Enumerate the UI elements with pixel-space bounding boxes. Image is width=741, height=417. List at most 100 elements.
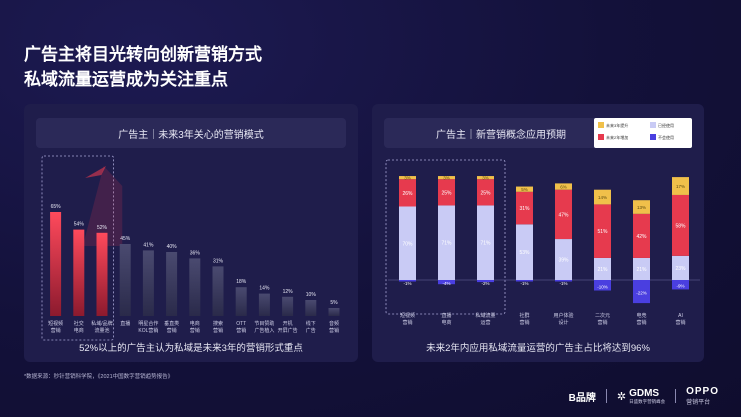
bar-segment-used [633, 257, 650, 280]
trend-arrow-head [85, 166, 106, 178]
increase-value-label: 25% [480, 190, 491, 196]
never-value-label: -4% [442, 281, 450, 286]
bar [212, 266, 224, 316]
bar-segment-used [438, 205, 455, 280]
category-label: 营销 [636, 319, 646, 326]
category-label: 短视频 [400, 312, 415, 319]
brand-divider [675, 389, 677, 403]
category-label: 营销 [597, 319, 607, 326]
rise-value-label: 3% [482, 176, 489, 181]
category-label: KOL营销 [138, 327, 158, 334]
bar-segment-increase [516, 191, 533, 225]
category-label: 广告 [306, 327, 316, 334]
bar-segment-increase [633, 213, 650, 258]
bar-value-label: 36% [190, 250, 201, 256]
category-label: 电商 [441, 319, 451, 326]
increase-value-label: 58% [675, 223, 686, 229]
bar-segment-never [399, 280, 416, 282]
used-value-label: 70% [402, 241, 413, 247]
bar-segment-used [672, 255, 689, 280]
never-value-label: -9% [676, 284, 684, 289]
bar [96, 232, 108, 316]
highlight-box [41, 155, 114, 341]
bar-segment-rise [438, 176, 455, 180]
bar-segment-used [594, 257, 611, 280]
bar-segment-rise [594, 189, 611, 205]
category-label: 开屏广告 [278, 327, 298, 334]
category-label: 短视频 [48, 320, 63, 327]
category-label: 电竞 [636, 312, 646, 319]
never-value-label: -1% [403, 281, 411, 286]
never-value-label: -10% [597, 284, 608, 289]
category-label: 营销 [675, 319, 685, 326]
bar-segment-rise [633, 200, 650, 214]
left-chart-header: 广告主｜未来3年关心的营销模式 [36, 118, 346, 148]
footnote: *数据来源：秒针营销科学院，《2021中国数字营销趋势报告》 [24, 374, 174, 380]
category-label: AI [678, 313, 683, 319]
category-label: 社群 [519, 312, 529, 319]
category-label: 音频 [329, 320, 339, 327]
bar [328, 308, 340, 316]
bar-value-label: 31% [213, 258, 224, 264]
brand-3: OPPO 营销平台 [686, 386, 719, 406]
used-value-label: 71% [441, 241, 452, 247]
bar-value-label: 14% [259, 286, 270, 292]
brand-divider [605, 389, 607, 403]
bar-segment-never [438, 280, 455, 285]
used-value-label: 23% [675, 266, 686, 272]
increase-value-label: 31% [519, 206, 530, 212]
category-label: 营销 [190, 327, 200, 334]
brand-3-sub: 营销平台 [686, 400, 711, 406]
right-chart-title: 广告主｜新营销概念应用预期 [436, 129, 566, 141]
bar-value-label: 18% [236, 279, 247, 285]
left-chart-caption: 52%以上的广告主认为私域是未来3年的营销形式重点 [79, 343, 303, 354]
bar-segment-used [555, 239, 572, 280]
category-label: 电商 [190, 320, 200, 327]
used-value-label: 71% [480, 241, 491, 247]
bar [305, 300, 317, 316]
never-value-label: -1% [520, 281, 528, 286]
category-label: 营销 [213, 327, 223, 334]
trend-arrow-shape [82, 166, 123, 246]
brand-bar: B品牌 ✲ GDMS 日盛数字营销峰会 OPPO 营销平台 [569, 386, 719, 406]
category-label: 节目赞助 [254, 320, 274, 327]
bar [73, 229, 85, 316]
increase-value-label: 26% [402, 191, 413, 197]
category-label: 明星合作 [138, 320, 158, 327]
never-value-label: -2% [481, 281, 489, 286]
rise-value-label: 6% [560, 185, 567, 190]
bar-segment-used [477, 205, 494, 280]
bar-value-label: 5% [330, 300, 338, 306]
rise-value-label: 17% [676, 184, 685, 189]
rise-value-label: 3% [404, 176, 411, 181]
legend-label: 未来2年增加 [606, 134, 628, 140]
category-label: 直播 [441, 312, 451, 319]
brand-2-logo: GDMS [629, 387, 660, 399]
bar-segment-never [555, 280, 572, 282]
category-label: 搜索 [213, 320, 223, 327]
category-label: 私域流量 [475, 312, 495, 319]
category-label: 用户体验 [553, 312, 573, 319]
increase-value-label: 42% [636, 234, 647, 240]
bar-segment-rise [399, 176, 416, 180]
bar-segment-never [633, 280, 650, 304]
right-chart-caption: 未来2年内应用私域流量运营的广告主占比将达到96% [426, 343, 650, 354]
increase-value-label: 51% [597, 229, 608, 235]
bar-value-label: 10% [306, 292, 317, 298]
bar-segment-never [672, 280, 689, 290]
category-label: OTT [236, 321, 246, 327]
bar [282, 296, 294, 316]
bar-value-label: 45% [120, 236, 131, 242]
bar [166, 252, 178, 316]
bar [142, 250, 154, 316]
used-value-label: 21% [597, 267, 608, 273]
category-label: 广告植入 [254, 327, 274, 334]
bar-value-label: 41% [143, 242, 154, 248]
bar-segment-increase [594, 204, 611, 258]
category-label: 营销 [51, 327, 61, 334]
bar [235, 287, 247, 316]
brand-1: B品牌 [569, 389, 596, 404]
increase-value-label: 47% [558, 212, 569, 218]
left-chart-title: 广告主｜未来3年关心的营销模式 [118, 129, 264, 141]
